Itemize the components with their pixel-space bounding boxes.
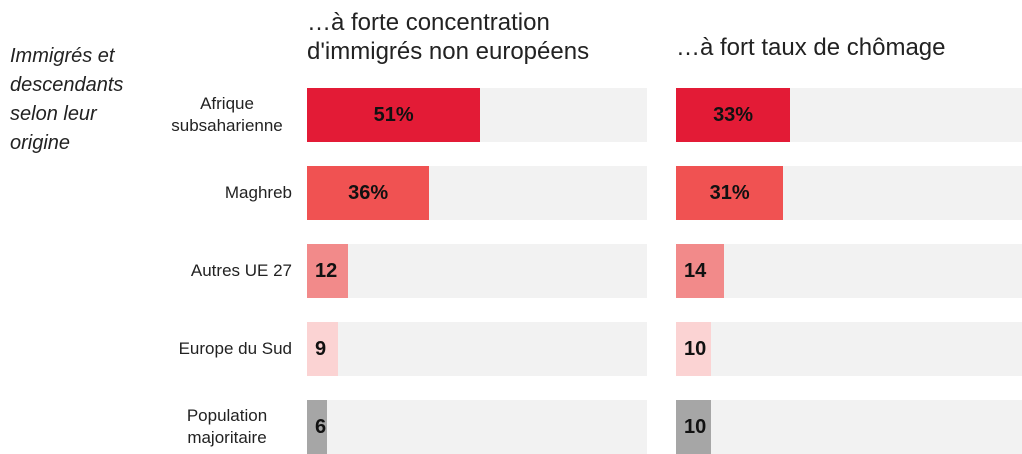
value-label: 36%: [348, 182, 389, 204]
category-text: Population majoritaire: [186, 406, 268, 447]
category-text: Europe du Sud: [178, 339, 292, 358]
value-label: 51%: [373, 104, 414, 126]
bar: [307, 244, 348, 298]
category-label: Maghreb: [92, 166, 292, 220]
bar-track: [307, 322, 647, 376]
category-text: Maghreb: [224, 183, 292, 202]
panel-title: …à fort taux de chômage: [676, 34, 946, 61]
value-label: 10: [684, 416, 707, 438]
bar-track: [676, 400, 1022, 454]
bar: [307, 322, 338, 376]
bar-track: [676, 244, 1022, 298]
value-label: 14: [684, 260, 707, 282]
panel-title: …à forte concentration d'immigrés non eu…: [307, 9, 590, 65]
bar: [307, 166, 430, 220]
value-label: 9: [315, 338, 327, 360]
bar: [676, 88, 791, 142]
bar-track: [676, 322, 1022, 376]
bar: [676, 244, 725, 298]
category-label: Afrique subsaharienne: [92, 88, 292, 142]
bar: [307, 88, 481, 142]
value-label: 12: [315, 260, 338, 282]
value-label: 33%: [713, 104, 754, 126]
bar-track: [307, 400, 647, 454]
value-label: 10: [684, 338, 707, 360]
category-label: Europe du Sud: [92, 322, 292, 376]
value-label: 6: [315, 416, 327, 438]
bar: [307, 400, 328, 454]
bar: [676, 166, 784, 220]
bar: [676, 322, 711, 376]
bar-track: [307, 244, 647, 298]
value-label: 31%: [709, 182, 750, 204]
category-text: Afrique subsaharienne: [171, 94, 283, 135]
y-axis-label: Immigrés et descendants selon leur origi…: [10, 45, 124, 154]
bar: [676, 400, 711, 454]
category-label: Population majoritaire: [92, 400, 292, 454]
category-label: Autres UE 27: [92, 244, 292, 298]
category-text: Autres UE 27: [190, 261, 292, 280]
